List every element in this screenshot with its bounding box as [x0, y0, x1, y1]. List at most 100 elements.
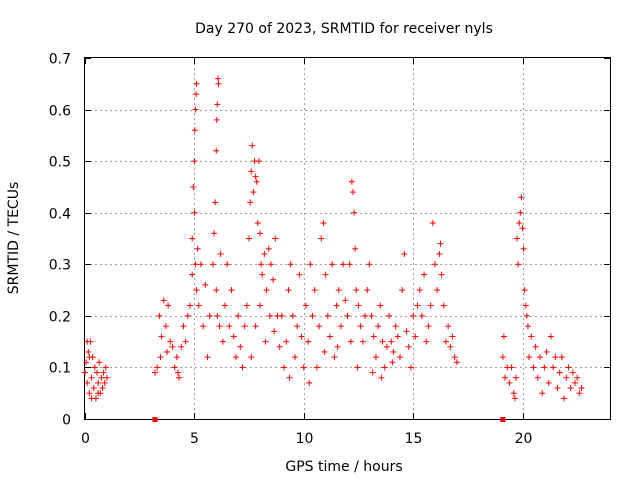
data-point [528, 333, 535, 340]
data-point [174, 369, 181, 376]
data-point [211, 230, 218, 237]
data-point [100, 369, 107, 376]
data-point [90, 385, 97, 392]
data-point [357, 323, 364, 330]
grid [85, 58, 610, 419]
data-point [349, 189, 356, 196]
data-point [160, 297, 167, 304]
data-point [195, 302, 202, 309]
data-point [516, 220, 523, 227]
data-point [296, 271, 303, 278]
data-point [423, 338, 430, 345]
data-point [270, 276, 277, 283]
data-point [96, 359, 103, 366]
data-point [258, 261, 265, 268]
data-point [561, 395, 568, 402]
data-point [263, 287, 270, 294]
data-point [305, 338, 312, 345]
data-point [558, 354, 565, 361]
data-point [239, 364, 246, 371]
data-point [83, 359, 90, 366]
data-point [276, 343, 283, 350]
data-point [255, 158, 262, 165]
data-point [381, 364, 388, 371]
data-point [392, 323, 399, 330]
data-point [313, 364, 320, 371]
data-point [85, 348, 92, 355]
data-point [390, 348, 397, 355]
data-point [98, 374, 105, 381]
data-point [259, 271, 266, 278]
data-point [334, 343, 341, 350]
data-point [215, 80, 222, 87]
data-point [320, 220, 327, 227]
data-point [213, 147, 220, 154]
data-point [241, 323, 248, 330]
data-point [197, 261, 204, 268]
data-point [515, 261, 522, 268]
y-tick-label: 0.4 [49, 207, 71, 223]
y-tick-label: 0.3 [49, 258, 71, 274]
data-point [237, 343, 244, 350]
data-point [158, 333, 165, 340]
data-point [86, 354, 93, 361]
data-point [375, 323, 382, 330]
data-point [281, 364, 288, 371]
data-point [543, 348, 550, 355]
data-point [257, 230, 263, 237]
data-point [532, 343, 539, 350]
data-point [212, 199, 219, 206]
data-point [84, 379, 91, 386]
data-point [189, 271, 196, 278]
data-point [521, 287, 528, 294]
data-point [206, 312, 213, 319]
data-point [572, 379, 578, 386]
data-point [318, 235, 325, 242]
data-point [379, 338, 386, 345]
data-point [192, 261, 199, 268]
data-point [165, 302, 172, 309]
x-tick-label: 15 [405, 431, 423, 447]
plot-frame [84, 57, 611, 420]
data-point [445, 323, 452, 330]
data-point [399, 287, 406, 294]
data-point [511, 395, 518, 402]
data-point [524, 323, 531, 330]
data-point [289, 312, 296, 319]
data-point [335, 287, 342, 294]
data-point [94, 369, 101, 376]
data-point [563, 374, 570, 381]
data-point [294, 323, 301, 330]
data-point [331, 354, 338, 361]
data-point [556, 369, 563, 376]
data-point [88, 395, 95, 402]
data-point [84, 338, 91, 345]
data-point [412, 333, 419, 340]
data-point [228, 287, 235, 294]
data-point [202, 281, 209, 288]
data-point [300, 364, 307, 371]
data-point [425, 323, 432, 330]
data-point [342, 297, 349, 304]
data-point [307, 261, 314, 268]
data-point [403, 328, 410, 335]
data-point [99, 385, 106, 392]
data-point [541, 364, 548, 371]
data-point [449, 333, 456, 340]
data-point [95, 390, 102, 397]
data-points [82, 75, 585, 402]
data-point [522, 302, 529, 309]
data-point [311, 287, 318, 294]
data-point [519, 225, 526, 232]
data-point [302, 302, 309, 309]
data-point [156, 312, 163, 319]
zero-marker [500, 417, 506, 422]
data-point [322, 271, 329, 278]
data-point [447, 343, 454, 350]
data-point [518, 194, 525, 201]
data-point [194, 245, 201, 252]
data-point [451, 354, 458, 361]
data-point [407, 364, 414, 371]
y-tick-label: 0.1 [49, 361, 71, 377]
